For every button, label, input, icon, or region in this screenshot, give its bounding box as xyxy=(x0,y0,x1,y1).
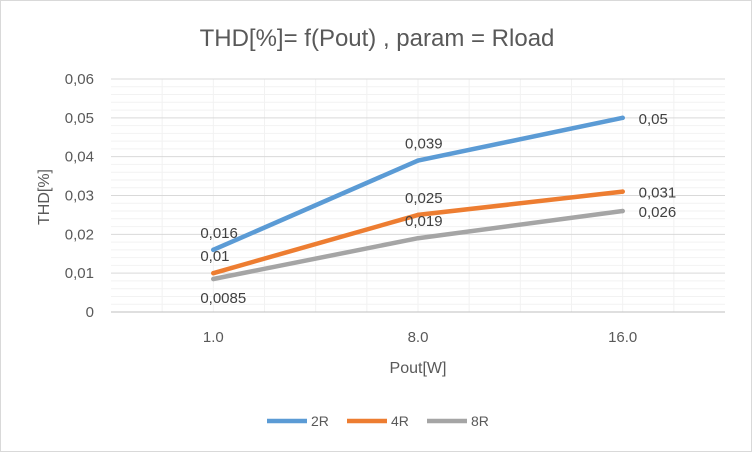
data-label-2R: 0,05 xyxy=(639,111,668,128)
data-label-4R: 0,031 xyxy=(639,185,677,202)
x-axis-title: Pout[W] xyxy=(390,360,447,377)
data-point-8R xyxy=(620,208,625,214)
x-axis-ticks: 1.0 8.0 16.0 xyxy=(203,329,637,346)
x-tick-label: 1.0 xyxy=(203,329,224,346)
gridlines xyxy=(111,78,725,313)
legend-label-8R: 8R xyxy=(471,413,489,429)
data-point-4R xyxy=(211,270,216,276)
data-point-8R xyxy=(211,276,216,282)
x-tick-label: 8.0 xyxy=(408,329,429,346)
data-label-2R: 0,039 xyxy=(405,136,443,153)
legend-label-4R: 4R xyxy=(391,413,409,429)
data-label-4R: 0,01 xyxy=(200,248,229,265)
y-tick-label: 0,04 xyxy=(65,149,94,166)
data-label-8R: 0,0085 xyxy=(200,290,246,307)
y-tick-label: 0,06 xyxy=(65,71,94,88)
data-point-4R xyxy=(415,212,421,218)
data-point-2R xyxy=(211,247,216,253)
legend: 2R 4R 8R xyxy=(267,413,489,429)
data-point-4R xyxy=(620,189,625,194)
data-label-8R: 0,026 xyxy=(639,204,677,221)
data-point-2R xyxy=(620,115,625,121)
data-labels: 0,016 0,039 0,05 0,01 0,025 0,031 0,0085 0,019 0… xyxy=(200,111,676,307)
y-tick-label: 0,01 xyxy=(65,265,94,282)
y-axis-ticks: 0 0,01 0,02 0,03 0,04 0,05 0,06 xyxy=(65,71,94,321)
data-label-8R: 0,019 xyxy=(405,213,443,230)
y-tick-label: 0,02 xyxy=(65,226,94,243)
data-label-2R: 0,016 xyxy=(200,225,238,242)
y-tick-label: 0 xyxy=(86,304,94,321)
data-label-4R: 0,025 xyxy=(405,190,443,207)
legend-label-2R: 2R xyxy=(311,413,329,429)
data-point-2R xyxy=(415,158,421,163)
series-lines xyxy=(211,115,625,282)
x-tick-label: 16.0 xyxy=(608,329,637,346)
chart-title: THD[%]= f(Pout) , param = Rload xyxy=(200,25,555,52)
y-axis-title: THD[%] xyxy=(36,169,53,225)
y-tick-label: 0,03 xyxy=(65,188,94,205)
y-tick-label: 0,05 xyxy=(65,110,94,127)
data-point-8R xyxy=(415,236,421,241)
